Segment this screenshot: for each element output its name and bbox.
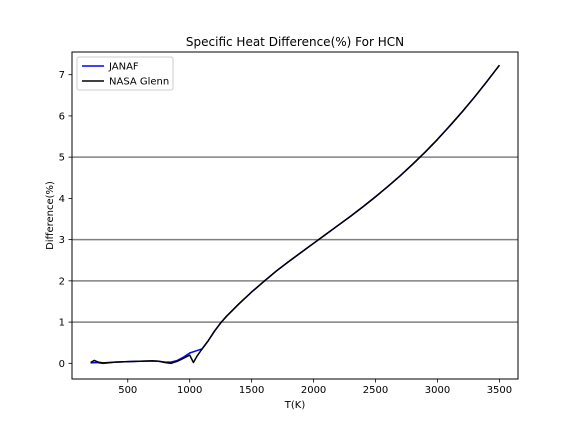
y-tick-label: 4 [59,194,65,205]
x-tick-label: 1500 [239,385,264,396]
x-tick-label: 2000 [301,385,326,396]
x-axis-ticks: 500 1000 1500 2000 2500 3000 3500 [118,379,512,396]
legend-label-nasa-glenn: NASA Glenn [109,77,169,88]
series-lines [90,64,501,365]
y-tick-label: 7 [59,70,65,81]
x-axis-label: T(K) [284,400,306,411]
series-line-nasa-glenn [90,64,501,365]
y-tick-label: 0 [59,359,65,370]
y-axis-label: Difference(%) [45,181,56,250]
x-tick-label: 3500 [487,385,512,396]
x-tick-label: 3000 [425,385,450,396]
x-tick-label: 500 [118,385,137,396]
y-tick-label: 2 [59,276,65,287]
reference-lines [72,156,518,323]
chart-title: Specific Heat Difference(%) For HCN [186,35,404,49]
legend: JANAF NASA Glenn [76,56,174,91]
y-tick-label: 6 [59,111,65,122]
y-axis-ticks: 0 1 2 3 4 5 6 7 [59,70,72,370]
y-tick-label: 3 [59,235,65,246]
x-tick-label: 2500 [363,385,388,396]
y-tick-label: 5 [59,153,65,164]
plot-frame [71,51,519,380]
x-tick-label: 1000 [177,385,202,396]
y-tick-label: 1 [59,318,65,329]
legend-label-janaf: JANAF [108,62,139,73]
